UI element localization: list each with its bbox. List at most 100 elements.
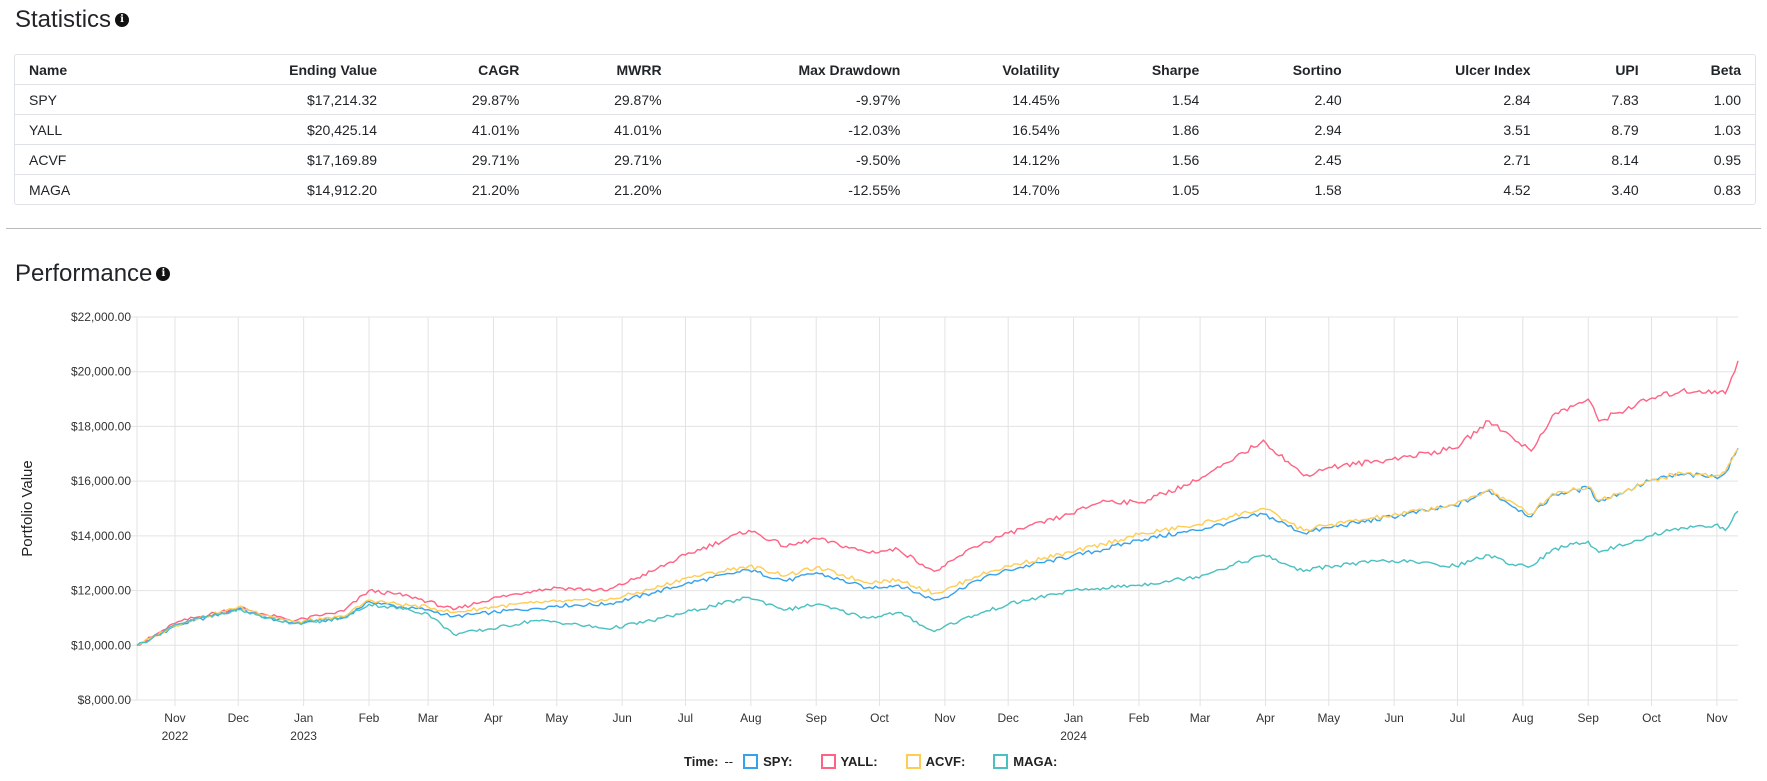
legend-item[interactable]: YALL: bbox=[820, 754, 878, 769]
table-row: ACVF $17,169.89 29.71% 29.71% -9.50% 14.12% 1.… bbox=[15, 144, 1755, 175]
chart-legend: Time: -- SPY: YALL: ACVF: MAGA: bbox=[684, 754, 1085, 769]
table-cell: 3.51 bbox=[1355, 114, 1545, 145]
legend-label: YALL: bbox=[840, 754, 878, 769]
table-cell: 0.83 bbox=[1713, 181, 1741, 198]
column-header[interactable]: Sortino bbox=[1213, 55, 1356, 85]
y-tick-label: $22,000.00 bbox=[71, 310, 131, 324]
table-cell: 29.71% bbox=[533, 144, 676, 175]
table-cell: 8.79 bbox=[1544, 114, 1653, 145]
x-tick-label: Mar bbox=[1190, 711, 1211, 725]
table-cell: 2.84 bbox=[1355, 84, 1545, 115]
x-tick-year-label: 2024 bbox=[1060, 729, 1087, 743]
x-tick-label: Aug bbox=[1512, 711, 1533, 725]
series-line-spy bbox=[136, 447, 1739, 646]
table-cell: 16.54% bbox=[914, 114, 1074, 145]
legend-label: SPY: bbox=[763, 754, 793, 769]
column-header[interactable]: Ending Value bbox=[180, 55, 392, 85]
column-header[interactable]: CAGR bbox=[391, 55, 534, 85]
y-tick-label: $18,000.00 bbox=[71, 419, 131, 433]
y-tick-label: $8,000.00 bbox=[78, 693, 132, 707]
series-line-yall bbox=[136, 360, 1739, 646]
table-cell: 41.01% bbox=[533, 114, 676, 145]
column-header[interactable]: MWRR bbox=[533, 55, 676, 85]
table-cell: 1.56 bbox=[1073, 144, 1214, 175]
legend-time: Time: -- bbox=[684, 754, 733, 769]
y-axis-label: Portfolio Value bbox=[19, 460, 36, 556]
table-cell: 29.87% bbox=[533, 84, 676, 115]
x-tick-label: Apr bbox=[484, 711, 503, 725]
column-header[interactable]: Sharpe bbox=[1073, 55, 1214, 85]
x-tick-label: Jun bbox=[612, 711, 631, 725]
info-icon[interactable]: i bbox=[156, 267, 171, 281]
table-header-row: Name Ending Value CAGR MWRR Max Drawdown Vola… bbox=[15, 55, 1755, 85]
series-line-maga bbox=[136, 510, 1739, 646]
legend-item[interactable]: MAGA: bbox=[993, 754, 1057, 769]
table-cell: -12.03% bbox=[675, 114, 915, 145]
table-cell: 1.86 bbox=[1073, 114, 1214, 145]
x-tick-label: Jul bbox=[1450, 711, 1465, 725]
statistics-table-container: Name Ending Value CAGR MWRR Max Drawdown Vola… bbox=[14, 54, 1756, 205]
legend-swatch bbox=[743, 754, 759, 769]
legend-label: MAGA: bbox=[1013, 754, 1058, 769]
x-tick-label: Jan bbox=[1064, 711, 1083, 725]
performance-heading: Performance i bbox=[15, 260, 171, 288]
table-cell: 1.05 bbox=[1172, 181, 1200, 198]
column-header[interactable]: Ulcer Index bbox=[1355, 55, 1545, 85]
table-cell: SPY bbox=[15, 84, 181, 115]
statistics-table: Name Ending Value CAGR MWRR Max Drawdown Vola… bbox=[15, 55, 1755, 204]
column-header[interactable]: Max Drawdown bbox=[675, 55, 915, 85]
column-header[interactable]: Beta bbox=[1652, 55, 1755, 85]
legend-item[interactable]: ACVF: bbox=[905, 754, 966, 769]
x-tick-label: Jan bbox=[294, 711, 313, 725]
table-cell: 0.95 bbox=[1652, 144, 1755, 175]
x-tick-label: Sep bbox=[806, 711, 828, 725]
table-cell: 21.20% bbox=[614, 181, 662, 198]
x-tick-label: Sep bbox=[1578, 711, 1600, 725]
x-tick-label: Nov bbox=[934, 711, 955, 725]
legend-swatch bbox=[905, 754, 921, 769]
table-cell: 1.00 bbox=[1652, 84, 1755, 115]
table-cell: $17,214.32 bbox=[180, 84, 392, 115]
y-tick-label: $20,000.00 bbox=[71, 365, 131, 379]
column-header[interactable]: Name bbox=[15, 55, 181, 85]
y-tick-label: $14,000.00 bbox=[71, 529, 131, 543]
legend-item[interactable]: SPY: bbox=[743, 754, 793, 769]
statistics-heading: Statistics i bbox=[15, 6, 130, 34]
column-header[interactable]: UPI bbox=[1544, 55, 1653, 85]
x-tick-label: Feb bbox=[359, 711, 380, 725]
column-header[interactable]: Volatility bbox=[914, 55, 1074, 85]
table-row: SPY $17,214.32 29.87% 29.87% -9.97% 14.45% 1.5… bbox=[15, 84, 1755, 115]
legend-label: ACVF: bbox=[925, 754, 966, 769]
x-tick-year-label: 2022 bbox=[162, 729, 189, 743]
table-cell: 2.71 bbox=[1355, 144, 1545, 175]
x-tick-label: Dec bbox=[228, 711, 249, 725]
x-tick-label: Oct bbox=[870, 711, 889, 725]
x-tick-label: May bbox=[1317, 711, 1340, 725]
legend-swatch bbox=[993, 754, 1009, 769]
table-cell: 1.54 bbox=[1073, 84, 1214, 115]
table-cell: 3.40 bbox=[1611, 181, 1639, 198]
info-icon[interactable]: i bbox=[115, 13, 130, 27]
y-tick-label: $16,000.00 bbox=[71, 474, 131, 488]
table-cell: 14.12% bbox=[914, 144, 1074, 175]
table-cell: 14.45% bbox=[914, 84, 1074, 115]
x-tick-label: Aug bbox=[740, 711, 761, 725]
x-tick-label: Jul bbox=[678, 711, 693, 725]
table-cell: 41.01% bbox=[391, 114, 534, 145]
table-cell: ACVF bbox=[15, 144, 181, 175]
table-cell: $14,912.20 bbox=[306, 181, 378, 198]
section-divider bbox=[6, 228, 1761, 229]
table-cell: 1.03 bbox=[1652, 114, 1755, 145]
performance-chart[interactable]: $8,000.00 $10,000.00 $12,000.00 $14,000.00 $… bbox=[0, 295, 1767, 745]
x-tick-label: Jun bbox=[1384, 711, 1403, 725]
y-tick-label: $12,000.00 bbox=[71, 584, 131, 598]
table-cell: 7.83 bbox=[1544, 84, 1653, 115]
series-line-acvf bbox=[136, 448, 1739, 646]
statistics-title: Statistics bbox=[15, 6, 112, 33]
table-cell: $17,169.89 bbox=[180, 144, 392, 175]
x-tick-label: Nov bbox=[164, 711, 185, 725]
table-cell: -9.97% bbox=[675, 84, 915, 115]
x-tick-label: Mar bbox=[418, 711, 439, 725]
legend-time-value: -- bbox=[724, 754, 734, 769]
x-tick-year-label: 2023 bbox=[290, 729, 317, 743]
